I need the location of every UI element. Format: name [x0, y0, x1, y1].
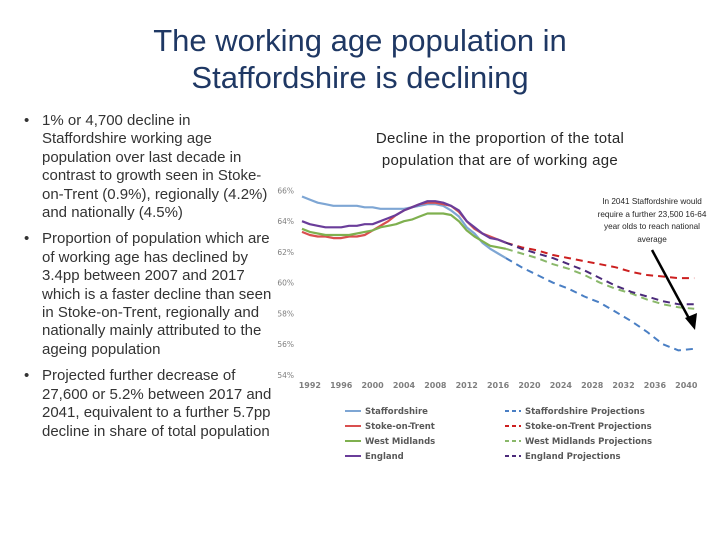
slide-title: The working age population in Staffordsh… [60, 22, 660, 96]
x-tick-label: 1992 [299, 381, 321, 390]
x-tick-label: 2016 [487, 381, 510, 390]
x-tick-label: 2000 [361, 381, 384, 390]
bullet-text: Projected further decrease of 27,600 or … [42, 367, 272, 440]
slide-title-line-1: The working age population in [153, 23, 567, 58]
annotation-arrowhead [685, 313, 697, 330]
y-tick-label: 66% [277, 186, 294, 195]
bullet-glyph: • [24, 112, 30, 129]
y-tick-label: 58% [277, 309, 294, 318]
y-tick-label: 62% [277, 248, 294, 257]
bullet-text: 1% or 4,700 decline in Staffordshire wor… [42, 112, 268, 222]
x-tick-label: 2004 [393, 381, 416, 390]
x-tick-label: 2040 [675, 381, 698, 390]
legend-label: Staffordshire Projections [525, 407, 645, 417]
x-tick-label: 2020 [518, 381, 541, 390]
x-tick-label: 1996 [330, 381, 353, 390]
chart-annotation: In 2041 Staffordshire would require a fu… [597, 197, 707, 244]
axes: 54% 56% 58% 60% 62% 64% 66% 1992 1996 2000 2004 200… [277, 186, 698, 390]
legend-label: Stoke-on-Trent Projections [525, 422, 652, 432]
legend-label: England [365, 452, 404, 462]
chart-title: Decline in the proportion of the total p… [375, 130, 625, 169]
chart-legend: Staffordshire Stoke-on-Trent West Midlands… [345, 407, 652, 462]
x-tick-label: 2032 [612, 381, 634, 390]
legend-label: Staffordshire [365, 407, 428, 417]
bullet-list: • 1% or 4,700 decline in Staffordshire w… [22, 112, 274, 449]
bullet-item: • 1% or 4,700 decline in Staffordshire w… [22, 112, 274, 222]
x-tick-label: 2008 [424, 381, 447, 390]
x-tick-label: 2036 [644, 381, 667, 390]
y-tick-label: 64% [277, 217, 294, 226]
bullet-item: • Proportion of population which are of … [22, 230, 274, 359]
x-tick-label: 2012 [456, 381, 478, 390]
series-line-staffordshire [301, 195, 507, 260]
annotation-arrow [650, 249, 694, 325]
plot-area [301, 195, 695, 352]
series-line-england-projections [505, 241, 695, 306]
bullet-glyph: • [24, 367, 30, 385]
slide-title-line-2: Staffordshire is declining [191, 60, 529, 95]
y-tick-label: 60% [277, 279, 294, 288]
x-tick-label: 2024 [550, 381, 573, 390]
y-tick-label: 56% [277, 340, 294, 349]
series-line-west-midlands-projections [505, 247, 695, 310]
legend-label: England Projections [525, 452, 621, 462]
series-line-england [301, 200, 507, 244]
legend-label: Stoke-on-Trent [365, 422, 435, 432]
x-tick-label: 2028 [581, 381, 604, 390]
y-tick-label: 54% [277, 371, 294, 380]
series-line-west-midlands [301, 212, 507, 250]
legend-label: West Midlands Projections [525, 437, 652, 447]
bullet-glyph: • [24, 230, 30, 248]
bullet-text: Proportion of population which are of wo… [42, 230, 272, 358]
legend-label: West Midlands [365, 437, 435, 447]
bullet-item: • Projected further decrease of 27,600 o… [22, 367, 274, 441]
series-line-stoke-on-trent-projections [505, 241, 695, 280]
